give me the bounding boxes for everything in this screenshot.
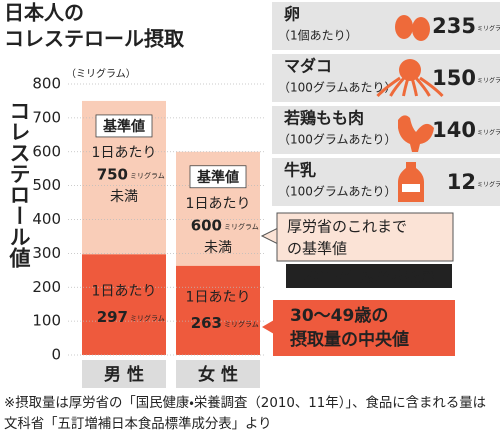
y-unit: （ミリグラム）: [66, 67, 136, 80]
label-box: [95, 114, 153, 138]
bar: [82, 254, 166, 355]
food-row: [272, 158, 500, 206]
octopus-leg: [376, 76, 401, 98]
series-name: 基準値: [103, 118, 145, 135]
octopus-leg: [402, 77, 410, 97]
value-label: 600: [191, 216, 222, 234]
callout-pointer: [262, 320, 274, 334]
octopus-leg: [410, 77, 418, 97]
food-name: 若鶏もも肉: [283, 109, 364, 128]
suffix-label: 未満: [204, 240, 232, 256]
food-value: 150: [432, 66, 476, 90]
octopus-leg: [414, 76, 431, 97]
y-tick-label: 500: [32, 176, 61, 194]
chart: 日本人の コレステロール摂取 コレステロール値 （ミリグラム） 卵 （1個あたり）…: [4, 1, 500, 388]
y-tick-label: 700: [32, 108, 61, 126]
food-value: 235: [432, 14, 476, 38]
food-unit: ミリグラム: [477, 129, 500, 137]
food-note: （1個あたり）: [278, 29, 358, 43]
unit-label: ミリグラム: [130, 171, 165, 180]
category-box: [82, 360, 166, 388]
y-tick-label: 0: [51, 346, 61, 364]
egg-icon: [395, 15, 413, 39]
octopus-leg: [419, 76, 444, 98]
series-name: 基準値: [197, 169, 239, 186]
category-box: [176, 360, 260, 388]
callout-box: [273, 300, 455, 356]
title-line: 日本人の: [4, 1, 84, 25]
milk-label: [402, 184, 420, 192]
callout-box: [276, 212, 454, 262]
food-row: [272, 106, 500, 154]
per-label: 1日あたり: [186, 289, 251, 305]
callout-tag: [286, 264, 452, 288]
y-axis-label: コレステロール値: [7, 100, 32, 268]
food-unit: ミリグラム: [477, 25, 500, 33]
footnote: ※摂取量は厚労省の「国民健康・栄養調査（2010、11年）」、食品に含まれる量は…: [4, 396, 486, 432]
suffix-label: 未満: [110, 189, 138, 205]
value-label: 263: [191, 314, 222, 332]
y-tick-label: 100: [32, 312, 61, 330]
y-tick-label: 800: [32, 75, 61, 93]
x-tick-label: 男 性: [104, 364, 144, 385]
per-label: 1日あたり: [92, 145, 157, 161]
food-panel: 卵（1個あたり）235ミリグラムマダコ（100グラムあたり）150ミリグラム若鶏…: [272, 2, 500, 206]
food-value: 140: [432, 118, 476, 142]
callout-pointer: [260, 227, 279, 245]
food-name: マダコ: [284, 57, 332, 76]
food-note: （100グラムあたり）: [278, 185, 397, 199]
bar: [176, 265, 260, 355]
food-row: [272, 2, 500, 50]
label-box: [189, 165, 247, 189]
food-note: （100グラムあたり）: [278, 81, 397, 95]
food-unit: ミリグラム: [477, 181, 500, 189]
y-tick-label: 300: [32, 244, 61, 262]
per-label: 1日あたり: [186, 196, 251, 212]
value-label: 297: [97, 308, 128, 326]
egg-icon: [412, 17, 430, 41]
value-label: 750: [97, 165, 128, 183]
unit-label: ミリグラム: [224, 222, 259, 231]
x-tick-label: 女 性: [198, 364, 238, 385]
unit-label: ミリグラム: [224, 319, 259, 328]
food-unit: ミリグラム: [477, 77, 500, 85]
per-label: 1日あたり: [92, 284, 157, 300]
unit-label: ミリグラム: [130, 314, 165, 323]
y-tick-label: 200: [32, 278, 61, 296]
food-row: [272, 54, 500, 102]
callout-text: 厚労省のこれまで: [287, 218, 407, 236]
callout-text: の基準値: [287, 240, 347, 258]
callout-text: 30～49歳の: [290, 305, 388, 326]
callout-tag-text: 2015年版から撤廃: [303, 268, 436, 286]
y-tick-label: 600: [32, 142, 61, 160]
food-value: 12: [447, 170, 476, 194]
food-note: （100グラムあたり）: [278, 133, 397, 147]
callout-text: 摂取量の中央値: [290, 329, 409, 350]
y-tick-label: 400: [32, 210, 61, 228]
food-name: 卵: [284, 5, 300, 24]
chicken-icon: [398, 115, 434, 152]
title-line: コレステロール摂取: [4, 27, 185, 51]
octopus-leg: [389, 76, 406, 97]
food-name: 牛乳: [284, 161, 316, 180]
octopus-icon: [399, 59, 421, 81]
